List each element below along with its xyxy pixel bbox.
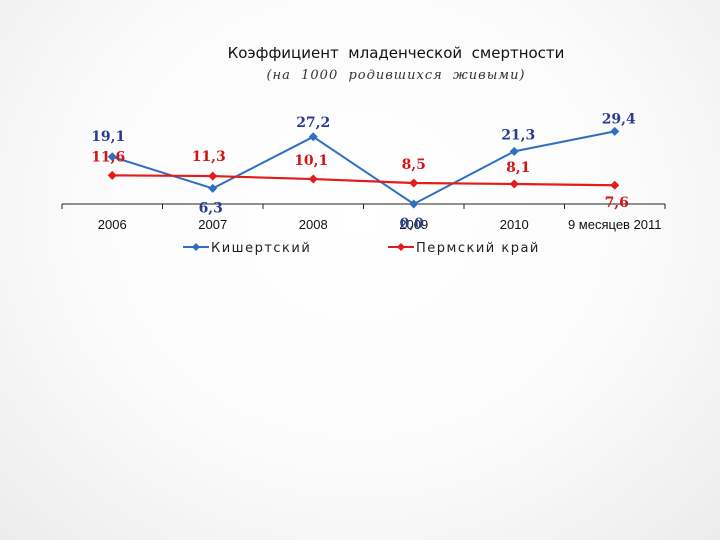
data-point-marker: [308, 174, 318, 184]
data-point-marker: [208, 171, 218, 181]
legend-marker: [192, 243, 200, 251]
legend-label: Пермский край: [416, 241, 540, 256]
data-label: 10,1: [294, 153, 328, 169]
legend: Кишертский Пермский край: [183, 241, 540, 256]
data-point-marker: [308, 132, 318, 142]
chart-subtitle: (на 1000 родившихся живыми): [266, 68, 525, 83]
series-points: [107, 126, 620, 209]
legend-marker: [397, 243, 405, 251]
chart-title: Коэффициент младенческой смертности: [228, 44, 565, 62]
data-label: 11,3: [192, 149, 226, 165]
series-line: [112, 174, 615, 187]
data-label: 8,5: [402, 157, 426, 173]
data-point-marker: [208, 183, 218, 193]
x-tick-label: 2007: [198, 217, 227, 232]
x-tick-label: 2010: [500, 217, 529, 232]
x-axis-ticks: 2006 2007 2008 2009 2010 9 месяцев 2011: [61, 204, 666, 232]
data-label: 6,3: [199, 200, 223, 216]
data-point-marker: [409, 178, 419, 188]
data-label: 11,6: [91, 149, 125, 165]
data-label: 29,4: [602, 111, 636, 127]
x-tick-label: 2006: [98, 217, 127, 232]
data-label: 0,0: [400, 216, 425, 232]
data-label: 27,2: [296, 115, 330, 131]
data-labels: 19,1 6,3 27,2 0,0 21,3 29,4 11,6 11,3 10,1 8,5 8,1…: [91, 111, 636, 232]
data-label: 21,3: [501, 127, 535, 143]
data-point-marker: [409, 199, 419, 209]
data-label: 7,6: [605, 195, 629, 211]
series-line: [111, 130, 615, 206]
x-tick-label: 9 месяцев 2011: [568, 217, 662, 232]
data-point-marker: [610, 180, 620, 190]
series-lines: [111, 130, 615, 206]
data-point-marker: [509, 179, 519, 189]
data-label: 8,1: [506, 160, 530, 176]
data-point-marker: [610, 126, 620, 136]
data-label: 19,1: [91, 129, 125, 145]
x-tick-label: 2009: [399, 217, 428, 232]
data-point-marker: [107, 170, 117, 180]
legend-label: Кишертский: [211, 241, 311, 256]
x-tick-label: 2008: [299, 217, 328, 232]
data-point-marker: [509, 146, 519, 156]
data-point-marker: [107, 152, 117, 162]
